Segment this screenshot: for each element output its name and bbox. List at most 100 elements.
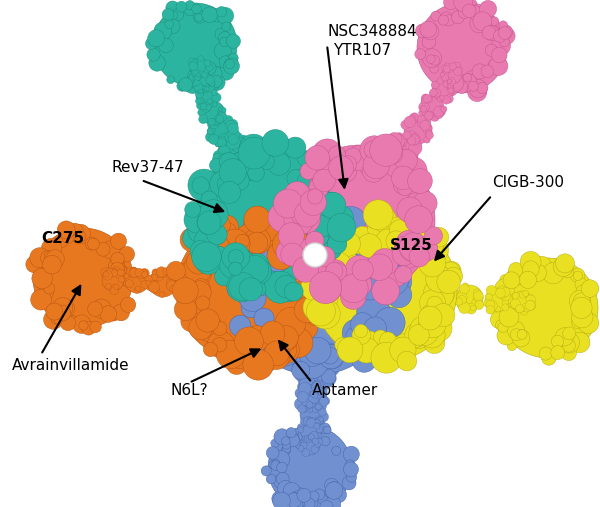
Circle shape bbox=[226, 136, 238, 148]
Circle shape bbox=[175, 284, 185, 294]
Circle shape bbox=[404, 230, 428, 253]
Circle shape bbox=[283, 441, 290, 449]
Circle shape bbox=[311, 215, 333, 237]
Circle shape bbox=[118, 276, 125, 282]
Circle shape bbox=[471, 4, 484, 17]
Circle shape bbox=[388, 217, 404, 233]
Circle shape bbox=[470, 15, 488, 33]
Circle shape bbox=[463, 283, 469, 289]
Circle shape bbox=[199, 91, 203, 96]
Circle shape bbox=[323, 426, 331, 434]
Circle shape bbox=[250, 228, 282, 261]
Circle shape bbox=[445, 81, 452, 89]
Circle shape bbox=[397, 351, 417, 371]
Circle shape bbox=[210, 76, 222, 87]
Circle shape bbox=[242, 254, 270, 281]
Circle shape bbox=[473, 293, 484, 302]
Circle shape bbox=[218, 182, 241, 203]
Circle shape bbox=[317, 384, 327, 394]
Circle shape bbox=[465, 4, 475, 14]
Circle shape bbox=[578, 313, 599, 334]
Circle shape bbox=[218, 136, 227, 145]
Circle shape bbox=[125, 269, 149, 293]
Circle shape bbox=[523, 261, 539, 278]
Circle shape bbox=[300, 389, 310, 399]
Circle shape bbox=[336, 339, 353, 357]
Circle shape bbox=[191, 291, 199, 298]
Circle shape bbox=[422, 283, 437, 298]
Circle shape bbox=[145, 279, 157, 291]
Circle shape bbox=[520, 251, 541, 272]
Circle shape bbox=[195, 285, 207, 298]
Circle shape bbox=[325, 482, 343, 499]
Circle shape bbox=[131, 267, 137, 273]
Circle shape bbox=[212, 246, 226, 261]
Circle shape bbox=[223, 165, 238, 179]
Circle shape bbox=[217, 176, 233, 192]
Circle shape bbox=[192, 177, 209, 194]
Circle shape bbox=[359, 278, 382, 300]
Circle shape bbox=[260, 321, 285, 345]
Circle shape bbox=[445, 95, 453, 103]
Circle shape bbox=[163, 268, 170, 275]
Circle shape bbox=[394, 133, 404, 143]
Circle shape bbox=[430, 64, 439, 73]
Circle shape bbox=[253, 354, 272, 373]
Circle shape bbox=[176, 269, 208, 301]
Circle shape bbox=[510, 329, 522, 341]
Circle shape bbox=[318, 388, 327, 396]
Circle shape bbox=[400, 139, 410, 149]
Circle shape bbox=[229, 53, 238, 63]
Circle shape bbox=[224, 165, 232, 173]
Circle shape bbox=[391, 166, 415, 190]
Circle shape bbox=[322, 397, 330, 405]
Circle shape bbox=[573, 271, 583, 280]
Circle shape bbox=[309, 211, 340, 243]
Circle shape bbox=[247, 273, 266, 293]
Circle shape bbox=[220, 159, 246, 186]
Circle shape bbox=[208, 65, 218, 76]
Circle shape bbox=[226, 120, 232, 126]
Circle shape bbox=[191, 242, 221, 272]
Circle shape bbox=[466, 303, 472, 309]
Circle shape bbox=[421, 94, 430, 102]
Circle shape bbox=[445, 64, 454, 73]
Circle shape bbox=[301, 383, 314, 396]
Circle shape bbox=[197, 316, 223, 342]
Circle shape bbox=[571, 268, 585, 282]
Circle shape bbox=[394, 159, 408, 172]
Circle shape bbox=[508, 271, 519, 282]
Circle shape bbox=[308, 165, 324, 180]
Circle shape bbox=[525, 301, 535, 310]
Circle shape bbox=[562, 339, 575, 352]
Circle shape bbox=[159, 271, 165, 276]
Circle shape bbox=[422, 49, 442, 68]
Circle shape bbox=[432, 304, 455, 327]
Circle shape bbox=[199, 99, 206, 105]
Circle shape bbox=[225, 136, 235, 147]
Circle shape bbox=[312, 380, 323, 392]
Circle shape bbox=[424, 238, 449, 262]
Circle shape bbox=[246, 232, 268, 254]
Circle shape bbox=[409, 324, 429, 345]
Circle shape bbox=[397, 163, 407, 173]
Circle shape bbox=[314, 423, 320, 429]
Circle shape bbox=[381, 142, 389, 150]
Circle shape bbox=[433, 89, 441, 97]
Circle shape bbox=[328, 234, 347, 254]
Circle shape bbox=[313, 218, 457, 362]
Circle shape bbox=[212, 67, 224, 79]
Circle shape bbox=[215, 227, 233, 244]
Circle shape bbox=[488, 56, 508, 76]
Circle shape bbox=[184, 206, 211, 233]
Circle shape bbox=[551, 335, 564, 348]
Circle shape bbox=[395, 150, 417, 172]
Circle shape bbox=[223, 58, 239, 74]
Circle shape bbox=[194, 75, 200, 81]
Circle shape bbox=[310, 299, 340, 329]
Circle shape bbox=[218, 153, 232, 167]
Circle shape bbox=[372, 277, 400, 305]
Circle shape bbox=[241, 223, 274, 257]
Circle shape bbox=[228, 134, 238, 144]
Circle shape bbox=[355, 331, 382, 358]
